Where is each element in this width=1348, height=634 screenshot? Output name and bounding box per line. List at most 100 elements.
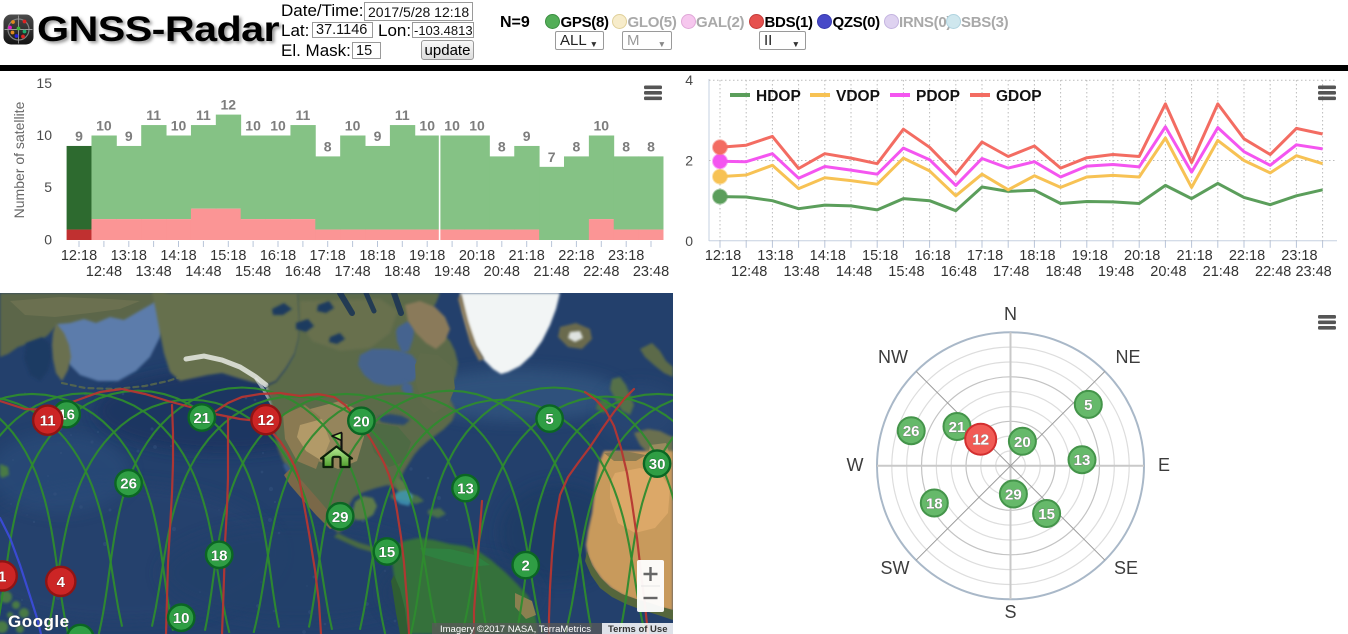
svg-text:18: 18 <box>926 496 943 513</box>
svg-text:16:48: 16:48 <box>941 264 977 280</box>
svg-text:9: 9 <box>75 128 83 144</box>
svg-text:16:18: 16:18 <box>914 248 950 264</box>
svg-text:2: 2 <box>685 153 693 169</box>
svg-text:S: S <box>1004 602 1016 622</box>
svg-text:21:48: 21:48 <box>1203 264 1239 280</box>
svg-text:13: 13 <box>457 481 474 498</box>
svg-text:10: 10 <box>594 118 610 134</box>
svg-text:22:18: 22:18 <box>1229 248 1265 264</box>
svg-text:8: 8 <box>324 138 332 154</box>
svg-text:NE: NE <box>1115 347 1140 367</box>
svg-text:12: 12 <box>972 432 989 449</box>
svg-text:17:18: 17:18 <box>310 248 346 264</box>
svg-text:18:48: 18:48 <box>384 264 420 280</box>
svg-text:10: 10 <box>173 610 190 627</box>
svg-text:15: 15 <box>36 75 52 91</box>
svg-text:5: 5 <box>44 179 52 195</box>
svg-text:0: 0 <box>685 233 693 249</box>
svg-text:12:48: 12:48 <box>86 264 122 280</box>
svg-text:20:48: 20:48 <box>484 264 520 280</box>
svg-text:Imagery ©2017 NASA, TerraMetri: Imagery ©2017 NASA, TerraMetrics <box>440 624 591 634</box>
svg-text:Google: Google <box>8 612 70 631</box>
svg-text:HDOP: HDOP <box>756 88 801 105</box>
svg-text:7: 7 <box>548 149 556 165</box>
svg-text:VDOP: VDOP <box>836 88 880 105</box>
svg-text:11: 11 <box>146 107 161 123</box>
svg-text:20:48: 20:48 <box>1150 264 1186 280</box>
svg-text:17:18: 17:18 <box>967 248 1003 264</box>
svg-text:10: 10 <box>36 127 52 143</box>
svg-text:11: 11 <box>395 107 410 123</box>
svg-text:16:18: 16:18 <box>260 248 296 264</box>
svg-text:26: 26 <box>120 476 137 493</box>
svg-text:10: 10 <box>444 118 460 134</box>
svg-text:NW: NW <box>878 347 908 367</box>
svg-text:26: 26 <box>903 423 920 440</box>
svg-text:10: 10 <box>171 118 187 134</box>
svg-text:13:18: 13:18 <box>757 248 793 264</box>
svg-text:15:18: 15:18 <box>862 248 898 264</box>
svg-text:12:18: 12:18 <box>61 248 97 264</box>
svg-text:Terms of Use: Terms of Use <box>608 624 667 634</box>
svg-text:17:48: 17:48 <box>993 264 1029 280</box>
svg-text:10: 10 <box>419 118 435 134</box>
svg-text:21: 21 <box>193 410 210 427</box>
svg-text:30: 30 <box>649 456 666 473</box>
svg-text:15:18: 15:18 <box>210 248 246 264</box>
svg-text:18:18: 18:18 <box>359 248 395 264</box>
svg-text:E: E <box>1158 455 1170 475</box>
svg-text:W: W <box>847 455 864 475</box>
svg-text:23:18: 23:18 <box>608 248 644 264</box>
svg-text:18: 18 <box>211 547 228 564</box>
svg-text:10: 10 <box>245 118 261 134</box>
svg-text:19:18: 19:18 <box>409 248 445 264</box>
svg-text:15:48: 15:48 <box>888 264 924 280</box>
svg-text:SE: SE <box>1114 558 1138 578</box>
svg-text:13:48: 13:48 <box>135 264 171 280</box>
svg-text:N: N <box>1004 304 1017 324</box>
svg-text:23:18: 23:18 <box>1281 248 1317 264</box>
svg-text:15: 15 <box>1038 506 1055 523</box>
svg-text:12:18: 12:18 <box>705 248 741 264</box>
svg-text:11: 11 <box>40 413 56 430</box>
svg-text:13:48: 13:48 <box>783 264 819 280</box>
svg-text:GDOP: GDOP <box>996 88 1042 105</box>
svg-text:14:48: 14:48 <box>836 264 872 280</box>
svg-text:21:18: 21:18 <box>1176 248 1212 264</box>
svg-text:4: 4 <box>57 574 66 591</box>
svg-text:10: 10 <box>96 118 112 134</box>
svg-text:22:48: 22:48 <box>1255 264 1291 280</box>
svg-text:5: 5 <box>1084 397 1092 414</box>
svg-text:8: 8 <box>573 138 581 154</box>
svg-text:5: 5 <box>545 411 553 428</box>
svg-text:19:48: 19:48 <box>434 264 470 280</box>
svg-text:12: 12 <box>258 412 275 429</box>
svg-text:11: 11 <box>196 107 211 123</box>
svg-text:22:48: 22:48 <box>583 264 619 280</box>
svg-text:23:48: 23:48 <box>633 264 669 280</box>
svg-text:0: 0 <box>44 232 52 248</box>
svg-text:21: 21 <box>949 419 966 436</box>
svg-text:9: 9 <box>125 128 133 144</box>
svg-text:8: 8 <box>622 138 630 154</box>
svg-text:19:18: 19:18 <box>1072 248 1108 264</box>
svg-text:14:18: 14:18 <box>810 248 846 264</box>
svg-text:10: 10 <box>345 118 361 134</box>
svg-text:17:48: 17:48 <box>334 264 370 280</box>
svg-text:10: 10 <box>469 118 485 134</box>
svg-text:23:48: 23:48 <box>1295 264 1331 280</box>
svg-text:20:18: 20:18 <box>1124 248 1160 264</box>
svg-text:8: 8 <box>498 138 506 154</box>
svg-text:10: 10 <box>270 118 286 134</box>
svg-text:Number of satellite: Number of satellite <box>11 101 27 218</box>
svg-text:29: 29 <box>332 509 349 526</box>
svg-text:SW: SW <box>881 558 910 578</box>
svg-text:21:48: 21:48 <box>533 264 569 280</box>
svg-text:14:18: 14:18 <box>160 248 196 264</box>
svg-text:1: 1 <box>0 568 6 585</box>
svg-text:18:48: 18:48 <box>1045 264 1081 280</box>
svg-text:22:18: 22:18 <box>558 248 594 264</box>
svg-text:15:48: 15:48 <box>235 264 271 280</box>
svg-text:12: 12 <box>221 97 237 113</box>
svg-text:19:48: 19:48 <box>1098 264 1134 280</box>
